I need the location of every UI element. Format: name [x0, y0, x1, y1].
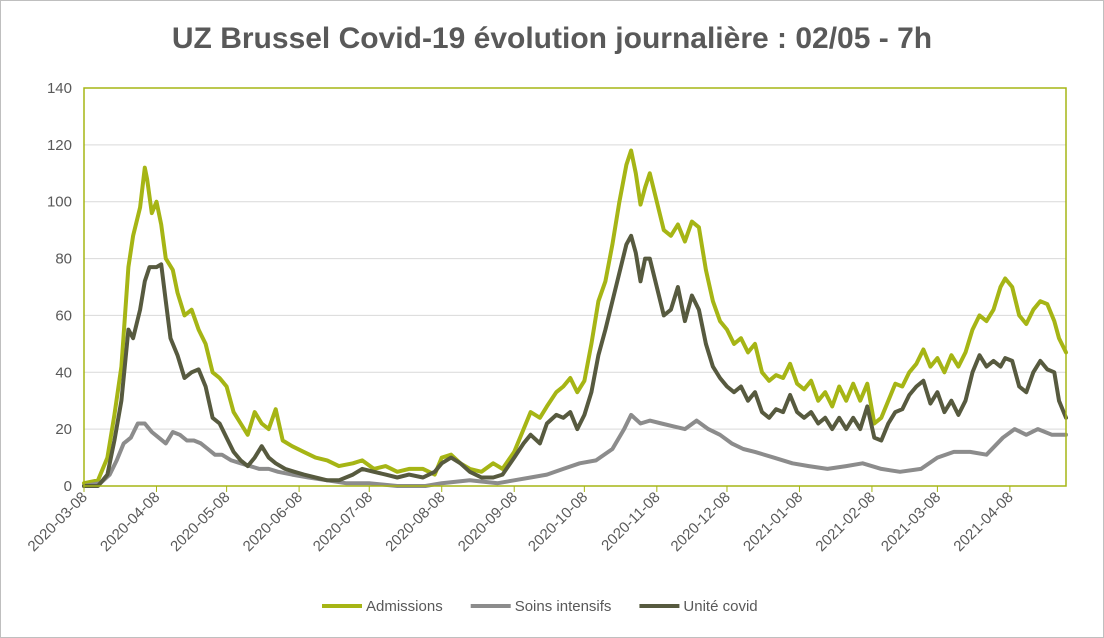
x-tick-label: 2020-06-08 — [240, 489, 306, 555]
y-tick-label: 120 — [47, 137, 72, 154]
y-tick-label: 140 — [47, 80, 72, 97]
x-tick-label: 2020-07-08 — [310, 489, 376, 555]
x-tick-label: 2020-05-08 — [167, 489, 233, 555]
x-tick-label: 2020-11-08 — [598, 489, 663, 554]
x-tick-label: 2021-03-08 — [878, 489, 944, 555]
plot-area-border — [83, 87, 1067, 487]
series-line-soins-intensifs — [82, 412, 1068, 488]
y-tick-label: 0 — [64, 478, 72, 495]
series-line-admissions — [82, 148, 1068, 486]
y-tick-label: 20 — [55, 421, 72, 438]
legend: Admissions Soins intensifs Unité covid — [322, 598, 758, 615]
series-lines — [82, 148, 1068, 488]
x-tick-label: 2021-02-08 — [812, 489, 878, 555]
x-axis-ticks: 2020-03-08 2020-04-08 2020-05-08 2020-06-08… — [25, 486, 1017, 555]
x-tick-label: 2021-04-08 — [950, 489, 1016, 555]
x-tick-label: 2021-01-08 — [740, 489, 806, 555]
legend-label: Soins intensifs — [515, 598, 612, 615]
x-tick-label: 2020-10-08 — [525, 489, 591, 555]
y-axis-ticks: 0 20 40 60 80 100 120 140 — [47, 80, 72, 495]
y-tick-label: 40 — [55, 364, 72, 381]
x-tick-label: 2020-08-08 — [382, 489, 448, 555]
x-tick-label: 2020-12-08 — [668, 489, 734, 555]
y-tick-label: 100 — [47, 194, 72, 211]
legend-label: Unité covid — [683, 598, 757, 615]
x-tick-label: 2020-04-08 — [97, 489, 163, 555]
x-tick-label: 2020-03-08 — [25, 489, 91, 555]
series-line-unit-covid — [82, 233, 1068, 488]
x-tick-label: 2020-09-08 — [455, 489, 521, 555]
y-tick-label: 60 — [55, 307, 72, 324]
y-tick-label: 80 — [55, 251, 72, 268]
legend-label: Admissions — [366, 598, 443, 615]
chart-title: UZ Brussel Covid-19 évolution journalièr… — [171, 22, 933, 55]
